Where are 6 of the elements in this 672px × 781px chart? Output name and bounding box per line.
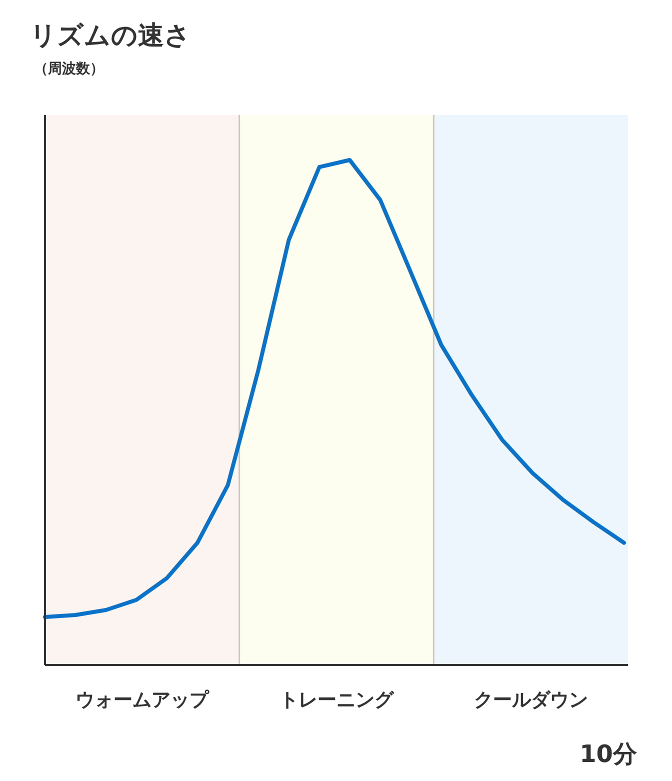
text: ウォームアップ — [76, 689, 210, 711]
chart-subtitle: （周波数） — [34, 61, 104, 77]
chart-title: リズムの速さ — [30, 21, 191, 51]
x-axis-title: 10分 — [580, 740, 638, 768]
text: トレーニング — [280, 689, 394, 711]
text: クールダウン — [474, 689, 588, 711]
